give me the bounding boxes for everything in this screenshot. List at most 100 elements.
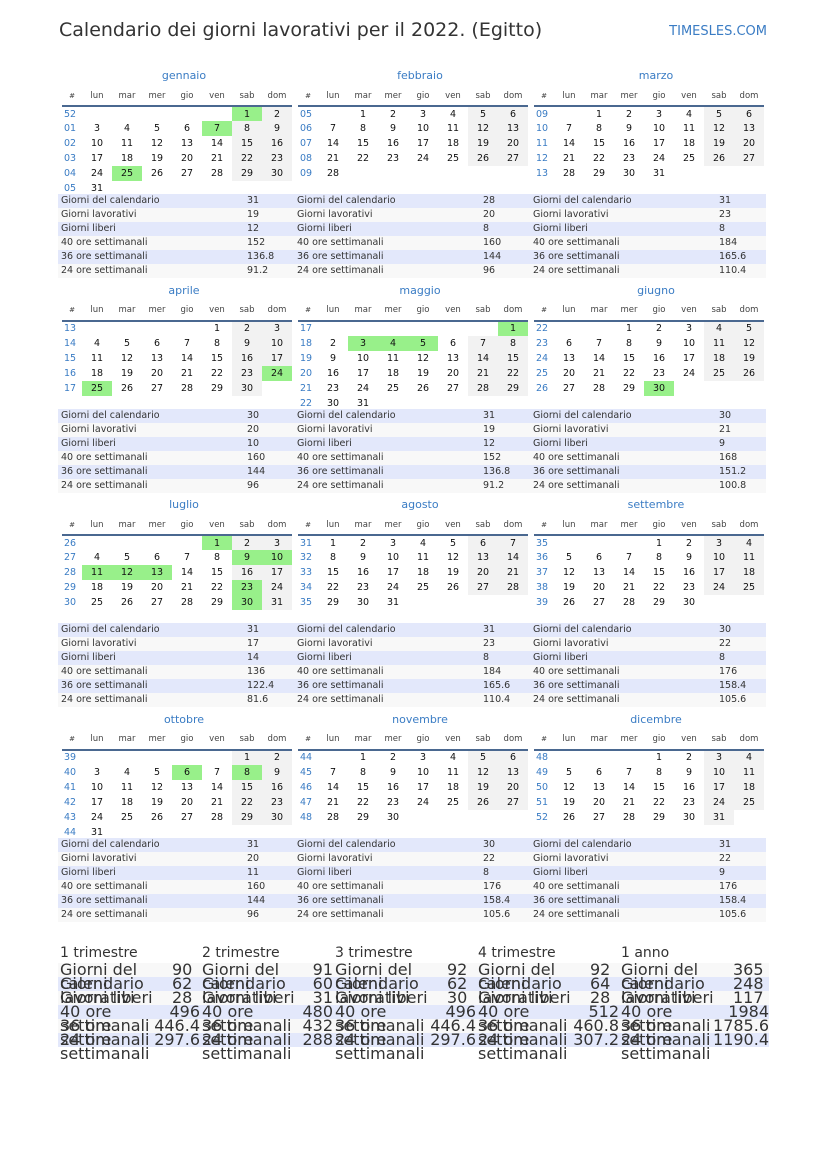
day-cell[interactable]: 10 [262, 335, 292, 351]
day-cell[interactable]: 9 [262, 764, 292, 780]
day-cell[interactable]: 1 [232, 106, 262, 121]
day-cell[interactable]: 23 [386, 796, 400, 808]
day-cell[interactable]: 20 [734, 136, 764, 151]
day-cell[interactable]: 30 [326, 397, 340, 409]
day-cell[interactable]: 10 [90, 781, 104, 793]
day-cell[interactable]: 28 [498, 580, 528, 595]
day-cell[interactable]: 18 [734, 565, 764, 580]
day-cell[interactable]: 8 [359, 766, 367, 778]
day-cell[interactable]: 4 [123, 123, 131, 134]
day-cell[interactable]: 20 [150, 367, 164, 379]
day-cell[interactable]: 18 [386, 367, 400, 379]
day-cell[interactable]: 9 [329, 352, 337, 364]
day-cell[interactable]: 14 [326, 138, 340, 149]
day-cell[interactable]: 21 [210, 153, 224, 164]
day-cell[interactable]: 30 [644, 380, 674, 396]
day-cell[interactable]: 17 [356, 367, 370, 379]
day-cell[interactable]: 17 [682, 352, 696, 364]
day-cell[interactable]: 9 [262, 121, 292, 136]
day-cell[interactable]: 2 [389, 108, 397, 120]
day-cell[interactable]: 27 [150, 597, 164, 608]
day-cell[interactable]: 28 [210, 811, 224, 823]
day-cell[interactable]: 19 [416, 367, 430, 379]
day-cell[interactable]: 31 [652, 168, 666, 179]
day-cell[interactable]: 31 [356, 397, 370, 409]
day-cell[interactable]: 16 [326, 367, 340, 379]
day-cell[interactable]: 24 [356, 382, 370, 394]
day-cell[interactable]: 2 [655, 323, 663, 334]
day-cell[interactable]: 21 [622, 796, 636, 808]
day-cell[interactable]: 23 [262, 151, 292, 166]
day-cell[interactable]: 30 [262, 166, 292, 181]
day-cell[interactable]: 16 [232, 565, 262, 580]
day-cell[interactable]: 5 [565, 552, 573, 563]
day-cell[interactable]: 23 [232, 580, 262, 595]
day-cell[interactable]: 29 [592, 168, 606, 179]
day-cell[interactable]: 20 [180, 796, 194, 808]
day-cell[interactable]: 15 [498, 350, 528, 366]
day-cell[interactable]: 29 [210, 597, 224, 608]
day-cell[interactable]: 9 [685, 766, 693, 778]
day-cell[interactable]: 11 [386, 352, 400, 364]
day-cell[interactable]: 16 [386, 138, 400, 149]
day-cell[interactable]: 3 [685, 323, 693, 334]
day-cell[interactable]: 5 [123, 337, 131, 349]
day-cell[interactable]: 25 [82, 380, 112, 396]
day-cell[interactable]: 26 [150, 811, 164, 823]
day-cell[interactable]: 9 [389, 766, 397, 778]
day-cell[interactable]: 4 [734, 535, 764, 550]
day-cell[interactable]: 19 [468, 136, 498, 151]
day-cell[interactable]: 17 [90, 796, 104, 808]
day-cell[interactable]: 27 [180, 168, 194, 179]
day-cell[interactable]: 23 [622, 153, 636, 164]
day-cell[interactable]: 11 [120, 781, 134, 793]
day-cell[interactable]: 4 [685, 108, 693, 120]
day-cell[interactable]: 19 [150, 796, 164, 808]
day-cell[interactable]: 22 [232, 794, 262, 810]
day-cell[interactable]: 14 [622, 781, 636, 793]
day-cell[interactable]: 30 [386, 811, 400, 823]
day-cell[interactable]: 8 [498, 335, 528, 351]
day-cell[interactable]: 28 [180, 382, 194, 394]
day-cell[interactable]: 25 [446, 796, 460, 808]
day-cell[interactable]: 27 [592, 811, 606, 823]
day-cell[interactable]: 21 [562, 153, 576, 164]
day-cell[interactable]: 16 [652, 352, 666, 364]
day-cell[interactable]: 15 [232, 136, 262, 151]
day-cell[interactable]: 7 [625, 766, 633, 778]
day-cell[interactable]: 23 [652, 367, 666, 379]
day-cell[interactable]: 17 [416, 781, 430, 793]
day-cell[interactable]: 13 [180, 781, 194, 793]
day-cell[interactable]: 4 [449, 752, 457, 763]
day-cell[interactable]: 14 [592, 352, 606, 364]
day-cell[interactable]: 24 [262, 580, 292, 595]
day-cell[interactable]: 17 [262, 350, 292, 366]
day-cell[interactable]: 21 [210, 796, 224, 808]
day-cell[interactable]: 20 [150, 582, 164, 593]
day-cell[interactable]: 11 [90, 352, 104, 364]
day-cell[interactable]: 29 [622, 382, 636, 394]
day-cell[interactable]: 22 [622, 367, 636, 379]
day-cell[interactable]: 5 [449, 537, 457, 549]
day-cell[interactable]: 8 [329, 552, 337, 563]
day-cell[interactable]: 10 [704, 550, 734, 565]
day-cell[interactable]: 29 [232, 809, 262, 825]
day-cell[interactable]: 19 [734, 350, 764, 366]
day-cell[interactable]: 6 [449, 337, 457, 349]
day-cell[interactable]: 25 [416, 582, 430, 593]
day-cell[interactable]: 8 [595, 123, 603, 134]
day-cell[interactable]: 8 [655, 766, 663, 778]
day-cell[interactable]: 21 [180, 367, 194, 379]
day-cell[interactable]: 17 [386, 567, 400, 578]
day-cell[interactable]: 2 [232, 535, 262, 550]
day-cell[interactable]: 14 [326, 781, 340, 793]
day-cell[interactable]: 27 [446, 382, 460, 394]
day-cell[interactable]: 23 [356, 582, 370, 593]
day-cell[interactable]: 7 [213, 766, 221, 778]
day-cell[interactable]: 24 [386, 582, 400, 593]
day-cell[interactable]: 14 [498, 550, 528, 565]
day-cell[interactable]: 29 [356, 811, 370, 823]
day-cell[interactable]: 15 [232, 779, 262, 795]
day-cell[interactable]: 12 [446, 552, 460, 563]
day-cell[interactable]: 28 [210, 168, 224, 179]
